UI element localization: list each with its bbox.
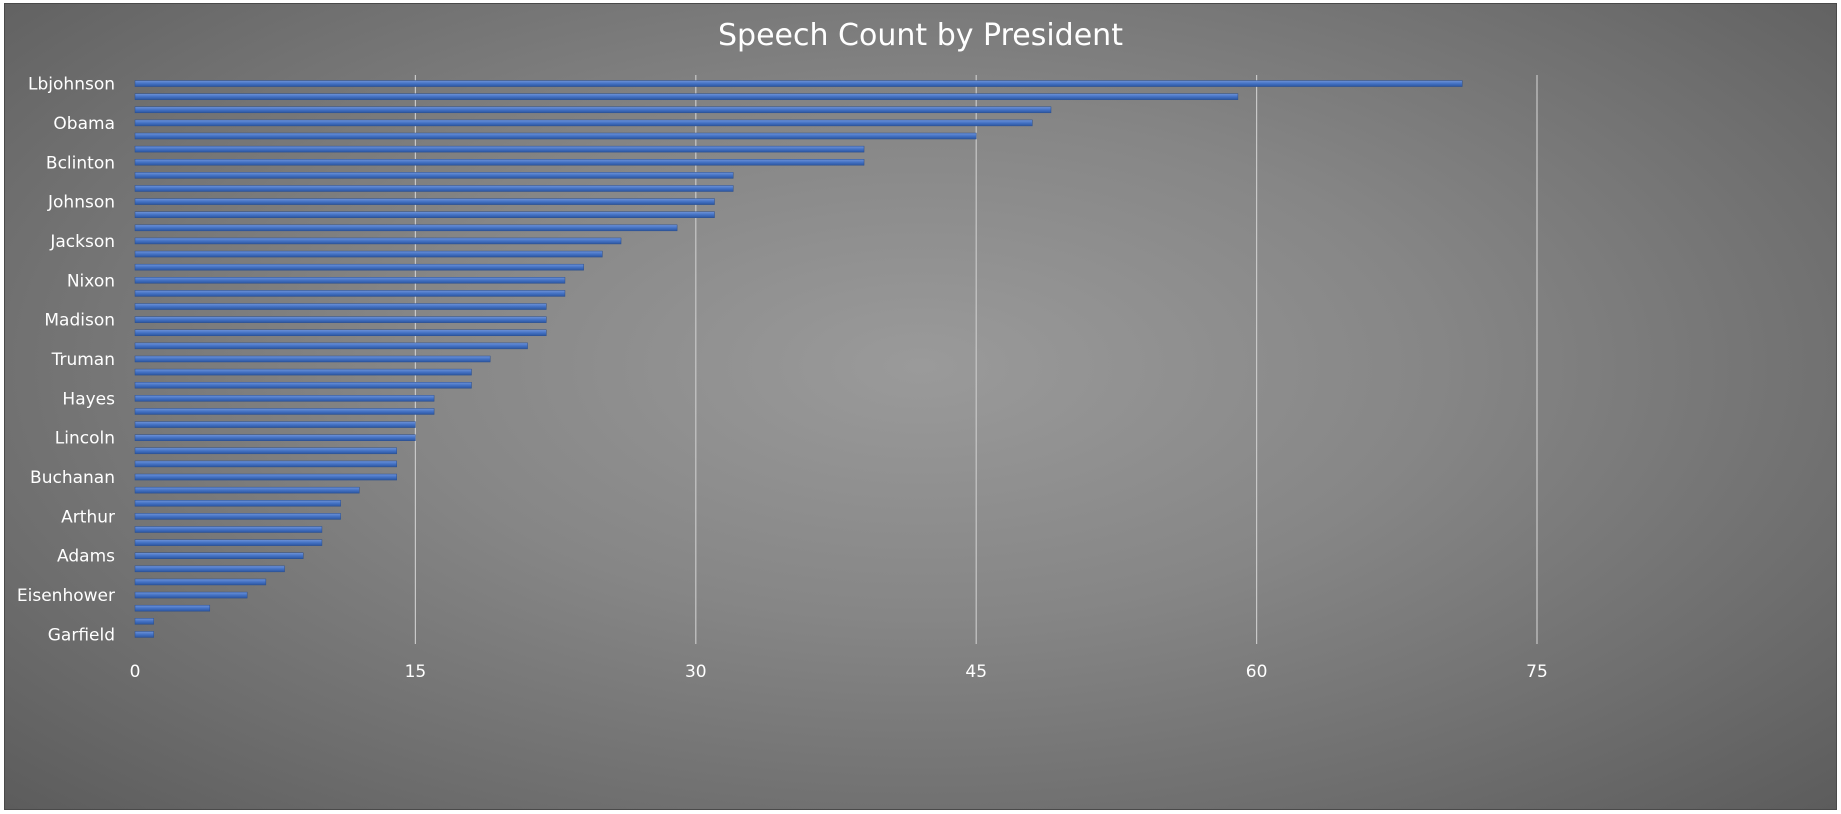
category-labels: Lbjohnson Obama Bclinton Johnson Jackson Nixo…: [17, 75, 115, 646]
bar: [134, 198, 715, 205]
bar: [134, 159, 865, 166]
bar: [134, 591, 248, 599]
x-tick-label: 15: [405, 662, 427, 682]
category-label: Hayes: [62, 389, 115, 409]
x-tick-label: 45: [965, 662, 987, 682]
category-label: Lincoln: [55, 429, 115, 449]
bar: [134, 119, 1033, 127]
bar: [134, 631, 154, 638]
category-label: Lbjohnson: [28, 75, 115, 95]
category-label: Nixon: [67, 271, 115, 291]
bar: [134, 447, 397, 455]
bar: [134, 460, 397, 468]
bar-chart-plot: Lbjohnson Obama Bclinton Johnson Jackson Nixo…: [17, 75, 1548, 682]
bars: [134, 80, 1463, 638]
chart-area: Speech Count by President Lbjohnson Obama…: [4, 3, 1837, 810]
bar: [134, 552, 304, 559]
bar: [134, 381, 472, 389]
bar: [134, 486, 360, 494]
bar: [134, 263, 584, 271]
bar: [134, 604, 211, 612]
category-label: Madison: [44, 311, 115, 331]
bar: [134, 303, 547, 310]
bar: [134, 500, 341, 507]
bar: [134, 342, 528, 350]
x-tick-label: 30: [685, 662, 707, 682]
bar: [134, 316, 547, 323]
bar: [134, 145, 865, 153]
bar: [134, 80, 1463, 87]
category-label: Arthur: [61, 507, 115, 527]
bar: [134, 408, 435, 415]
x-tick-label: 75: [1526, 662, 1548, 682]
bar: [134, 93, 1239, 100]
bar: [134, 172, 734, 179]
category-label: Bclinton: [46, 153, 115, 173]
bar: [134, 565, 285, 573]
bar: [134, 224, 678, 232]
bar: [134, 539, 323, 546]
bar: [134, 395, 435, 402]
gridlines: [414, 75, 1538, 644]
category-label: Garfield: [48, 625, 115, 645]
x-tick-label: 60: [1246, 662, 1268, 682]
bar: [134, 578, 267, 586]
x-tick-label: 0: [130, 662, 141, 682]
bar: [134, 185, 734, 192]
category-label: Buchanan: [30, 468, 115, 488]
bar: [134, 434, 416, 441]
category-label: Truman: [51, 350, 115, 370]
bar: [134, 211, 715, 218]
bar: [134, 277, 566, 284]
bar: [134, 526, 323, 533]
category-label: Eisenhower: [17, 586, 115, 606]
category-label: Obama: [53, 114, 115, 134]
bar: [134, 106, 1052, 114]
bar: [134, 329, 547, 337]
category-label: Johnson: [47, 193, 115, 213]
bar: [134, 368, 472, 376]
category-label: Jackson: [49, 232, 115, 252]
category-label: Adams: [57, 547, 115, 567]
bar: [134, 290, 566, 297]
bar: [134, 132, 977, 140]
bar: [134, 250, 603, 258]
bar: [134, 513, 341, 520]
bar: [134, 421, 416, 428]
bar: [134, 618, 154, 625]
bar: [134, 355, 491, 363]
x-tick-labels: 0 15 30 45 60 75: [130, 662, 1548, 682]
bar: [134, 473, 397, 481]
chart-title: Speech Count by President: [718, 18, 1123, 53]
bar: [134, 237, 622, 245]
